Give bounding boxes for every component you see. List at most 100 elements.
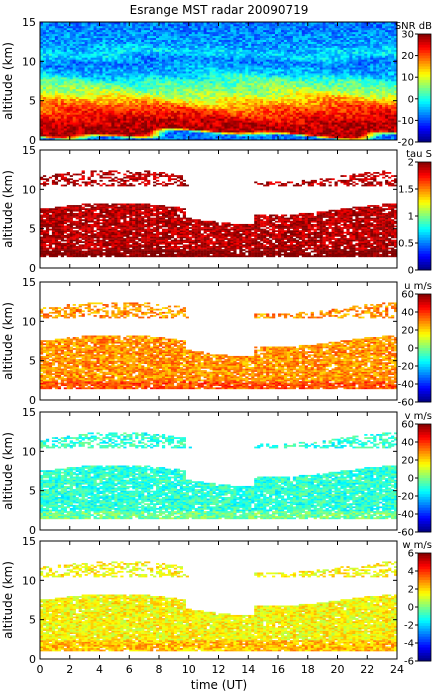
field-cell	[114, 130, 117, 132]
field-cell	[76, 112, 79, 114]
field-cell	[108, 57, 111, 59]
field-cell	[147, 30, 150, 32]
field-cell	[227, 38, 230, 40]
field-cell	[260, 116, 263, 118]
field-cell	[201, 79, 204, 81]
field-cell	[213, 24, 216, 26]
field-cell	[162, 128, 165, 130]
field-cell	[230, 122, 233, 124]
field-cell	[254, 52, 257, 54]
field-cell	[162, 81, 165, 83]
field-cell	[198, 89, 201, 91]
field-cell	[254, 103, 257, 105]
field-cell	[82, 124, 85, 126]
field-cell	[156, 93, 159, 95]
field-cell	[251, 69, 254, 71]
field-cell	[117, 89, 120, 91]
field-cell	[82, 75, 85, 77]
field-cell	[162, 136, 165, 138]
field-cell	[281, 136, 284, 138]
field-cell	[141, 46, 144, 48]
field-cell	[94, 34, 97, 36]
field-cell	[269, 87, 272, 89]
field-cell	[46, 44, 49, 46]
field-cell	[207, 93, 210, 95]
field-cell	[207, 91, 210, 93]
field-cell	[46, 53, 49, 55]
field-cell	[278, 122, 281, 124]
field-cell	[278, 48, 281, 50]
field-cell	[221, 36, 224, 38]
field-cell	[201, 52, 204, 54]
field-cell	[82, 105, 85, 107]
field-cell	[281, 42, 284, 44]
field-cell	[67, 126, 70, 128]
field-cell	[275, 111, 278, 113]
field-cell	[224, 128, 227, 130]
field-cell	[198, 73, 201, 75]
field-cell	[129, 103, 132, 105]
field-cell	[123, 91, 126, 93]
field-cell	[224, 83, 227, 85]
field-cell	[281, 77, 284, 79]
field-cell	[245, 91, 248, 93]
field-cell	[251, 24, 254, 26]
field-cell	[230, 40, 233, 42]
field-cell	[168, 87, 171, 89]
field-cell	[111, 103, 114, 105]
field-cell	[224, 134, 227, 136]
field-cell	[52, 57, 55, 59]
field-cell	[111, 99, 114, 101]
field-cell	[266, 93, 269, 95]
field-cell	[85, 122, 88, 124]
field-cell	[242, 132, 245, 134]
field-cell	[219, 130, 222, 132]
field-cell	[108, 61, 111, 63]
field-cell	[213, 77, 216, 79]
field-cell	[88, 91, 91, 93]
field-cell	[201, 77, 204, 79]
field-cell	[195, 59, 198, 61]
field-cell	[64, 75, 67, 77]
figure-title: Esrange MST radar 20090719	[130, 3, 309, 17]
field-cell	[43, 67, 46, 69]
field-cell	[207, 73, 210, 75]
field-cell	[52, 59, 55, 61]
field-cell	[159, 59, 162, 61]
field-cell	[82, 57, 85, 59]
field-cell	[76, 93, 79, 95]
field-cell	[207, 77, 210, 79]
field-cell	[70, 99, 73, 101]
field-cell	[138, 32, 141, 34]
field-cell	[105, 91, 108, 93]
field-cell	[180, 83, 183, 85]
field-cell	[251, 46, 254, 48]
field-cell	[248, 55, 251, 57]
field-cell	[58, 36, 61, 38]
field-cell	[236, 93, 239, 95]
field-cell	[168, 128, 171, 130]
field-cell	[108, 63, 111, 65]
panels: 051015altitude (km)3020100-10-20SNR dB05…	[1, 16, 432, 676]
field-cell	[233, 48, 236, 50]
field-cell	[67, 77, 70, 79]
field-cell	[67, 36, 70, 38]
field-cell	[117, 128, 120, 130]
field-cell	[195, 105, 198, 107]
field-cell	[88, 57, 91, 59]
field-cell	[171, 57, 174, 59]
field-cell	[55, 126, 58, 128]
field-cell	[284, 132, 287, 134]
field-cell	[91, 36, 94, 38]
field-cell	[165, 89, 168, 91]
field-cell	[269, 75, 272, 77]
field-cell	[204, 112, 207, 114]
field-cell	[147, 44, 150, 46]
field-cell	[70, 71, 73, 73]
field-cell	[257, 93, 260, 95]
field-cell	[275, 52, 278, 54]
field-cell	[49, 61, 52, 63]
field-cell	[82, 128, 85, 130]
field-cell	[239, 114, 242, 116]
field-cell	[76, 83, 79, 85]
